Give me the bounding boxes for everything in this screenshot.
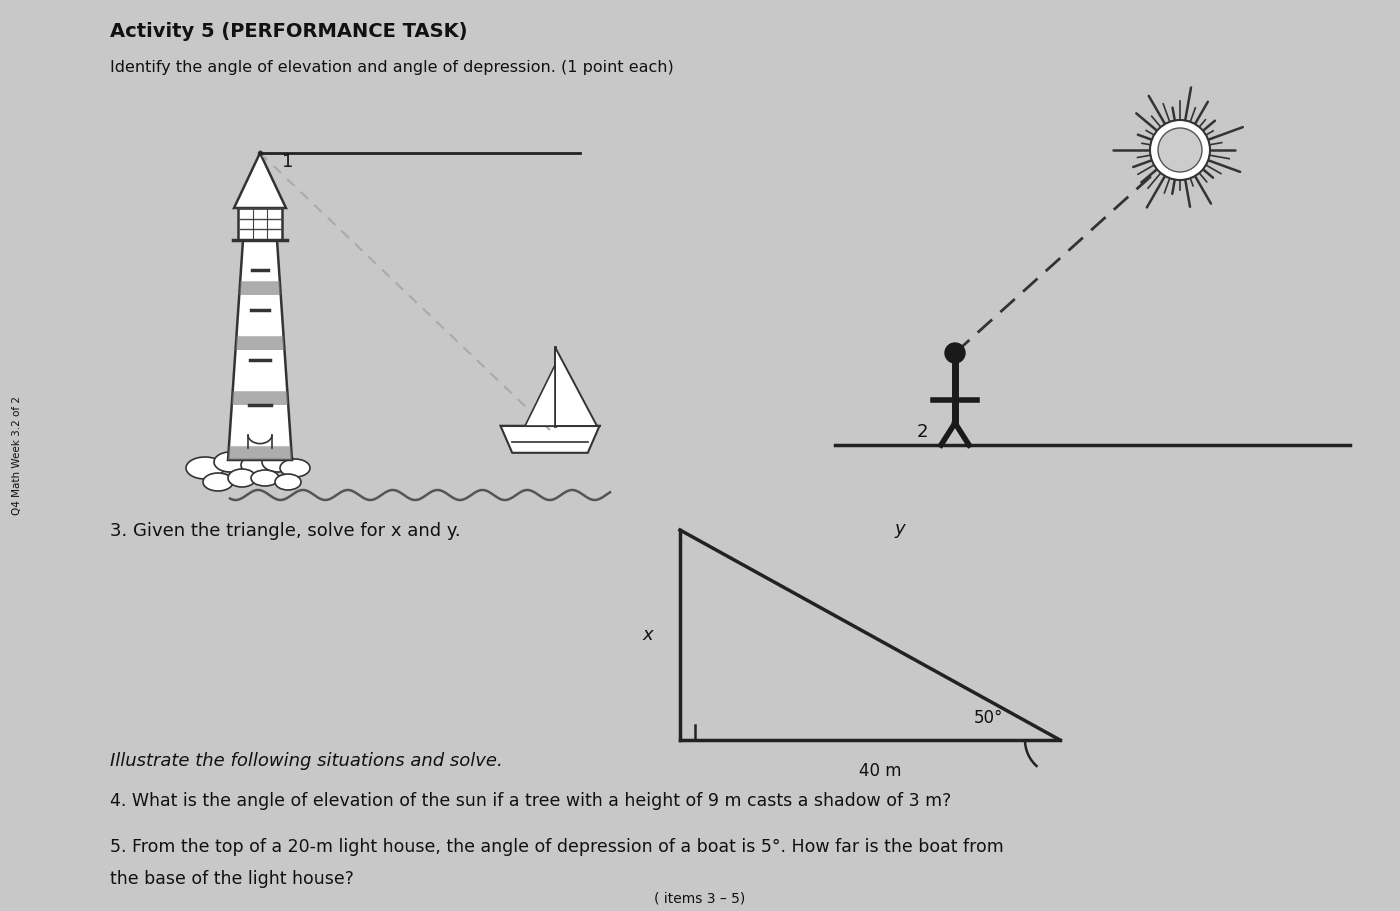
- Text: Illustrate the following situations and solve.: Illustrate the following situations and …: [111, 752, 503, 770]
- Ellipse shape: [251, 470, 279, 486]
- Polygon shape: [228, 446, 293, 460]
- Ellipse shape: [228, 469, 256, 487]
- Polygon shape: [235, 336, 284, 350]
- Text: 40 m: 40 m: [858, 762, 902, 780]
- Circle shape: [1158, 128, 1203, 172]
- Text: ( items 3 – 5): ( items 3 – 5): [654, 891, 746, 905]
- Text: 3. Given the triangle, solve for x and y.: 3. Given the triangle, solve for x and y…: [111, 522, 461, 540]
- Ellipse shape: [274, 474, 301, 490]
- Text: Identify the angle of elevation and angle of depression. (1 point each): Identify the angle of elevation and angl…: [111, 60, 673, 75]
- Text: y: y: [895, 520, 906, 538]
- Polygon shape: [525, 365, 554, 425]
- Polygon shape: [234, 153, 286, 208]
- Polygon shape: [238, 208, 281, 240]
- Text: the base of the light house?: the base of the light house?: [111, 870, 354, 888]
- Text: Activity 5 (PERFORMANCE TASK): Activity 5 (PERFORMANCE TASK): [111, 22, 468, 41]
- Text: x: x: [643, 626, 654, 644]
- Text: 2: 2: [917, 423, 928, 441]
- Ellipse shape: [241, 456, 269, 474]
- Text: 4. What is the angle of elevation of the sun if a tree with a height of 9 m cast: 4. What is the angle of elevation of the…: [111, 792, 951, 810]
- Polygon shape: [232, 391, 288, 405]
- Ellipse shape: [262, 452, 294, 472]
- Ellipse shape: [203, 473, 232, 491]
- Text: 50°: 50°: [973, 709, 1002, 727]
- Ellipse shape: [280, 459, 309, 477]
- Text: 1: 1: [281, 153, 294, 171]
- Polygon shape: [501, 425, 599, 453]
- Ellipse shape: [186, 457, 224, 479]
- Text: 5. From the top of a 20-m light house, the angle of depression of a boat is 5°. : 5. From the top of a 20-m light house, t…: [111, 838, 1004, 856]
- Polygon shape: [554, 347, 596, 425]
- Polygon shape: [228, 240, 293, 460]
- Circle shape: [945, 343, 965, 363]
- Polygon shape: [239, 281, 281, 295]
- Ellipse shape: [214, 452, 246, 472]
- Circle shape: [1149, 120, 1210, 180]
- Text: Q4 Math Week 3.2 of 2: Q4 Math Week 3.2 of 2: [11, 396, 22, 515]
